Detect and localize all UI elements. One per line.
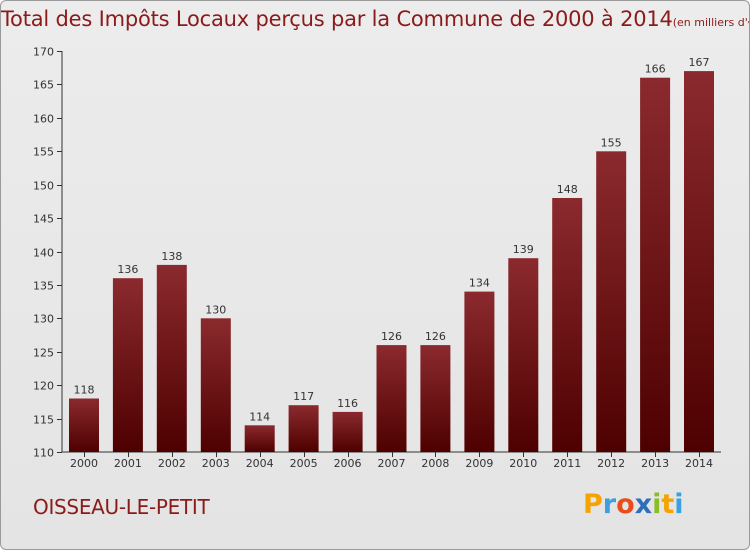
chart-title: Total des Impôts Locaux perçus par la Co… — [1, 7, 749, 31]
logo-letter: i — [674, 489, 684, 520]
chart-title-unit: (en milliers d'€) — [672, 16, 749, 29]
bar-value-label: 167 — [689, 56, 710, 69]
bar-value-label: 138 — [161, 250, 182, 263]
y-tick-label: 170 — [33, 46, 54, 59]
logo-letter: o — [616, 489, 635, 520]
x-tick-label: 2014 — [685, 457, 713, 470]
bar — [332, 411, 363, 452]
x-tick-label: 2010 — [509, 457, 537, 470]
bar — [420, 345, 451, 452]
x-tick-label: 2011 — [553, 457, 581, 470]
bar — [596, 151, 627, 453]
x-tick-label: 2001 — [114, 457, 142, 470]
bar — [69, 398, 99, 452]
logo-letter: P — [583, 489, 603, 520]
bar-value-label: 155 — [601, 136, 622, 149]
bar-value-label: 114 — [249, 410, 270, 423]
bar-value-label: 118 — [73, 384, 94, 397]
bar-value-label: 139 — [513, 243, 534, 256]
x-tick-label: 2012 — [597, 457, 625, 470]
bar — [200, 318, 231, 452]
commune-name: OISSEAU-LE-PETIT — [33, 495, 210, 519]
bar-value-label: 126 — [381, 330, 402, 343]
y-tick-label: 125 — [33, 347, 54, 360]
x-tick-label: 2006 — [334, 457, 362, 470]
bar — [244, 425, 275, 452]
x-tick-label: 2009 — [465, 457, 493, 470]
bar-value-label: 166 — [645, 63, 666, 76]
y-tick-label: 115 — [33, 414, 54, 427]
bar — [288, 405, 319, 452]
bar — [376, 345, 407, 452]
x-tick-label: 2008 — [421, 457, 449, 470]
y-tick-label: 120 — [33, 380, 54, 393]
x-tick-label: 2003 — [202, 457, 230, 470]
x-tick-label: 2013 — [641, 457, 669, 470]
x-tick-label: 2002 — [158, 457, 186, 470]
bar — [464, 291, 495, 452]
bar-value-label: 116 — [337, 397, 358, 410]
y-tick-label: 135 — [33, 280, 54, 293]
y-tick-label: 130 — [33, 313, 54, 326]
y-tick-label: 160 — [33, 113, 54, 126]
y-tick-label: 155 — [33, 146, 54, 159]
x-tick-label: 2004 — [246, 457, 274, 470]
bar-value-label: 136 — [117, 263, 138, 276]
logo-letter: i — [652, 489, 662, 520]
logo-letter: x — [634, 489, 653, 520]
y-tick-label: 110 — [33, 447, 54, 460]
y-tick-label: 145 — [33, 213, 54, 226]
proxiti-logo: Proxiti — [583, 489, 684, 520]
y-tick-label: 150 — [33, 180, 54, 193]
bar — [640, 77, 671, 452]
bar — [508, 258, 539, 452]
x-tick-label: 2000 — [70, 457, 98, 470]
bar — [112, 278, 143, 452]
bar — [156, 264, 187, 452]
bar-value-label: 117 — [293, 390, 314, 403]
x-tick-label: 2005 — [290, 457, 318, 470]
chart-title-main: Total des Impôts Locaux perçus par la Co… — [1, 7, 673, 31]
x-tick-label: 2007 — [378, 457, 406, 470]
y-tick-label: 140 — [33, 247, 54, 260]
bar-value-label: 130 — [205, 303, 226, 316]
logo-letter: t — [661, 489, 675, 520]
bar-value-label: 148 — [557, 183, 578, 196]
bar-value-label: 126 — [425, 330, 446, 343]
bar — [552, 198, 583, 452]
y-tick-label: 165 — [33, 79, 54, 92]
bar-value-label: 134 — [469, 277, 490, 290]
logo-letter: r — [602, 489, 617, 520]
bar — [684, 71, 714, 452]
